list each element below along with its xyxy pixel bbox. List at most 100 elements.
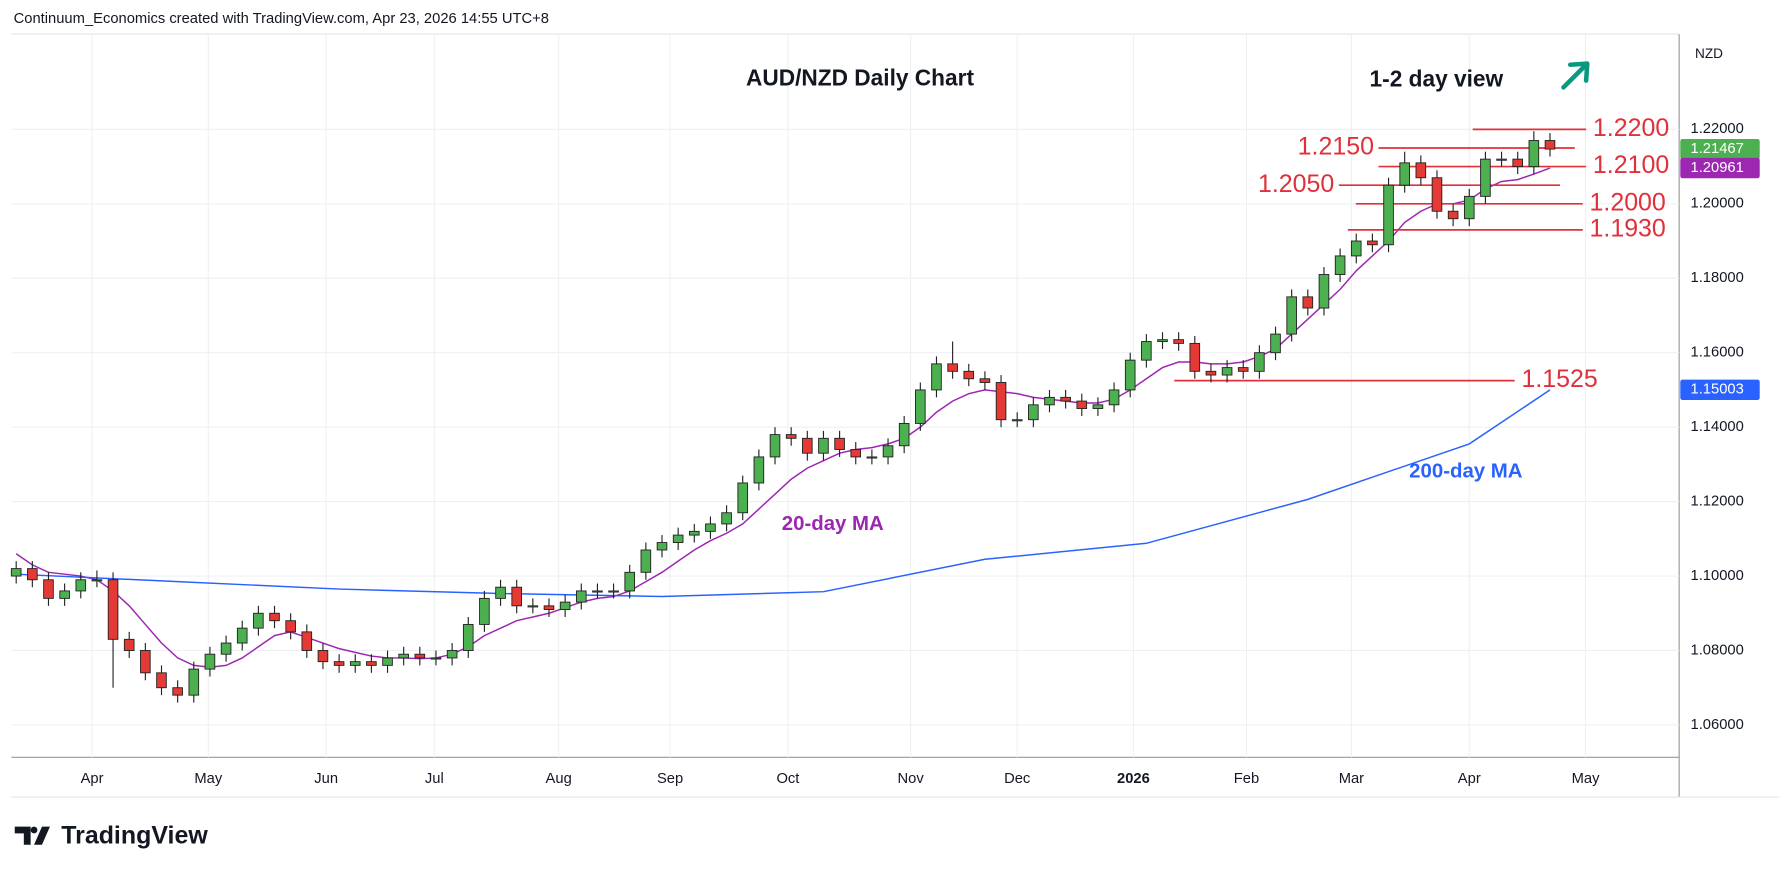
candle-body	[672, 534, 684, 543]
candle-body	[10, 568, 22, 577]
grid	[11, 34, 1680, 758]
currency: NZD	[1695, 46, 1723, 61]
candle-body	[27, 568, 38, 581]
ma-label: 200-day MA	[1409, 461, 1523, 483]
x-tick-label: Nov	[898, 771, 925, 787]
candle-body	[123, 638, 135, 651]
x-tick-label: Aug	[546, 771, 572, 787]
y-tick-label: 1.14000	[1691, 419, 1744, 435]
candle-body	[59, 590, 70, 599]
x-tick-label: Mar	[1339, 771, 1364, 787]
candle-body	[1528, 140, 1540, 168]
y-tick-label: 1.12000	[1691, 493, 1744, 509]
level-label: 1.2050	[1258, 170, 1334, 198]
candle-body	[608, 590, 619, 593]
candle-body	[511, 586, 522, 607]
candle-body	[1350, 240, 1362, 257]
candle-body	[140, 650, 151, 674]
logo-mark	[30, 826, 38, 834]
candle-body	[188, 668, 200, 696]
price-tag-label: 1.21467	[1691, 141, 1744, 157]
candle-body	[753, 456, 765, 484]
x-tick-label: Dec	[1004, 771, 1030, 787]
candle-body	[575, 590, 587, 603]
credit: Continuum_Economics created with Trading…	[14, 11, 549, 27]
candle-body	[398, 653, 409, 659]
candle-body	[156, 672, 167, 689]
level-label: 1.2000	[1590, 188, 1666, 216]
candle-body	[495, 586, 506, 599]
candle-body	[446, 650, 458, 659]
candles	[10, 131, 1556, 703]
candle-body	[818, 437, 829, 454]
candle-body	[1141, 341, 1152, 361]
candle-body	[43, 579, 54, 599]
level-label: 1.2150	[1298, 133, 1374, 161]
candle-body	[462, 623, 474, 651]
candle-body	[1189, 342, 1201, 372]
moving-averages: 20-day MA 200-day MA	[15, 167, 1551, 668]
x-tick-label: Apr	[81, 771, 104, 787]
candle-body	[1302, 296, 1314, 309]
candle-body	[285, 620, 296, 633]
x-tick-label: May	[194, 771, 222, 787]
candle-body	[1060, 396, 1071, 402]
candle-body	[834, 437, 845, 450]
candle-body	[769, 434, 781, 458]
candle-body	[269, 612, 280, 622]
candle-body	[737, 482, 749, 514]
candle-body	[1399, 162, 1410, 186]
candle-body	[1512, 158, 1524, 168]
candle-body	[543, 605, 555, 610]
ma-line	[16, 389, 1551, 598]
trend-arrow	[1561, 61, 1590, 90]
candle-body	[850, 449, 862, 458]
candle-body	[107, 579, 119, 640]
price-tag	[1680, 138, 1760, 160]
candle-body	[382, 657, 393, 666]
candle-body	[802, 437, 813, 454]
x-tick-label: Jul	[425, 771, 444, 787]
frame	[11, 33, 1779, 798]
candle-body	[1480, 158, 1491, 197]
candle-body	[349, 661, 361, 666]
x-tick-label: Sep	[657, 771, 683, 787]
candle-body	[1544, 140, 1556, 150]
candle-body	[1108, 389, 1120, 406]
candle-body	[220, 642, 232, 655]
candle-body	[592, 590, 603, 593]
candle-body	[624, 571, 636, 592]
candle-body	[688, 530, 700, 536]
candle-body	[1044, 396, 1055, 406]
candle-body	[333, 661, 345, 666]
candle-body	[995, 382, 1007, 421]
candle-body	[898, 422, 910, 447]
candle-body	[1447, 210, 1459, 220]
candle-body	[317, 650, 329, 663]
candle-body	[1092, 404, 1104, 409]
candle-body	[1286, 296, 1297, 335]
y-tick-label: 1.10000	[1691, 568, 1744, 584]
candle-body	[705, 523, 716, 532]
candle-body	[947, 363, 958, 372]
price-tag	[1680, 157, 1760, 179]
candle-body	[172, 687, 183, 696]
logo-text: TradingView	[61, 821, 208, 849]
y-tick-label: 1.06000	[1691, 717, 1744, 733]
level-label: 1.2200	[1593, 114, 1669, 142]
candle-body	[656, 542, 668, 551]
candle-body	[430, 657, 442, 660]
y-tick-label: 1.08000	[1691, 642, 1744, 658]
level-label: 1.1930	[1590, 214, 1666, 242]
candle-body	[1270, 333, 1281, 354]
candle-body	[1028, 404, 1039, 421]
candle-body	[91, 579, 103, 582]
candle-body	[1383, 184, 1394, 246]
y-tick-label: 1.22000	[1691, 121, 1744, 137]
candle-body	[915, 389, 926, 424]
level-label: 1.2100	[1593, 151, 1669, 179]
candle-body	[75, 579, 87, 592]
y-tick-label: 1.20000	[1691, 196, 1744, 212]
